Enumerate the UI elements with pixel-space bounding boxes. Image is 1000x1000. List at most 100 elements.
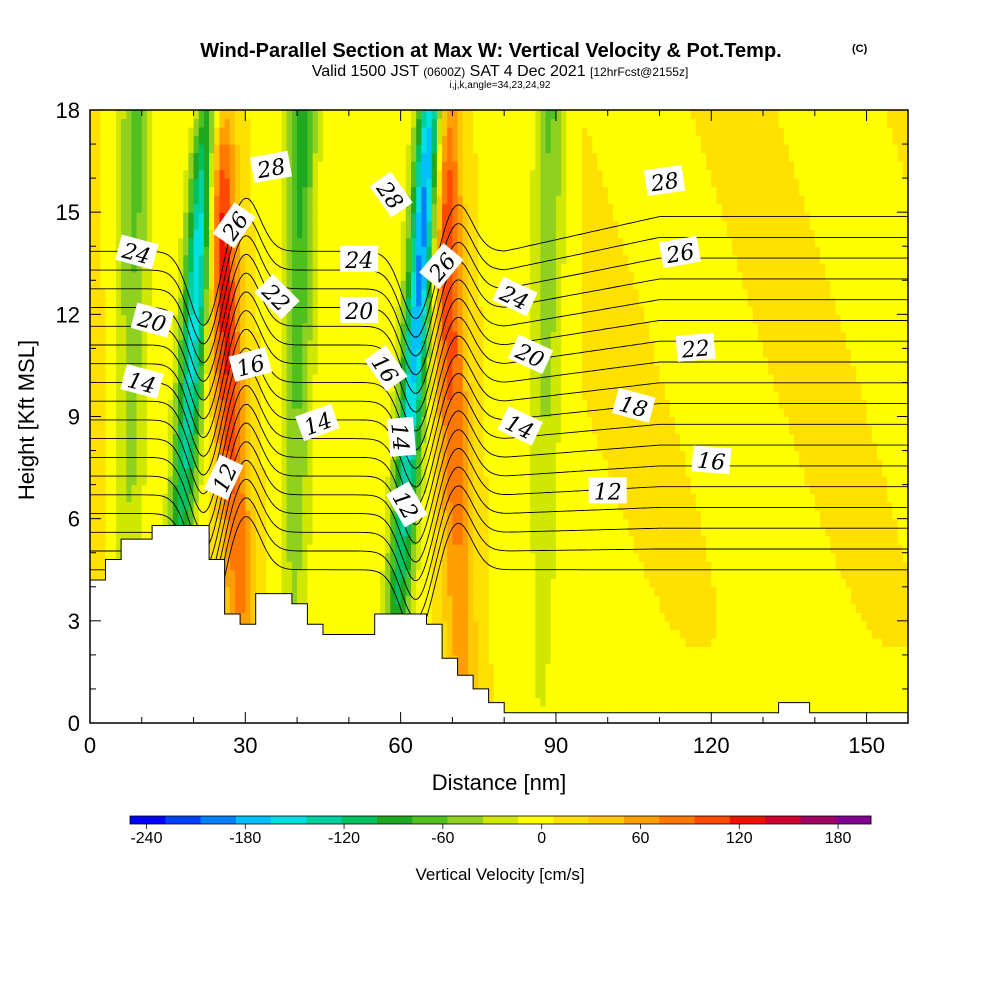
velocity-cell [364, 476, 371, 486]
velocity-cell [105, 314, 112, 324]
velocity-cell [302, 382, 309, 392]
velocity-cell [328, 501, 334, 511]
velocity-cell [224, 263, 231, 273]
velocity-cell [286, 544, 293, 554]
velocity-cell [400, 356, 407, 367]
velocity-cell [426, 237, 433, 247]
velocity-cell [286, 280, 293, 290]
velocity-cell [343, 144, 350, 154]
velocity-cell [338, 433, 345, 443]
velocity-cell [255, 450, 262, 460]
velocity-cell [141, 356, 148, 367]
velocity-cell [141, 195, 148, 205]
velocity-cell [234, 322, 241, 332]
velocity-cell [198, 373, 205, 384]
velocity-cell [255, 552, 262, 562]
velocity-cell [426, 144, 433, 154]
velocity-cell [214, 407, 221, 418]
velocity-cell [354, 518, 360, 528]
velocity-cell [322, 178, 329, 188]
velocity-cell [436, 433, 443, 443]
velocity-cell [400, 390, 407, 401]
velocity-cell [198, 263, 205, 273]
velocity-cell [126, 212, 133, 222]
velocity-cell [219, 152, 226, 162]
velocity-cell [209, 518, 215, 528]
velocity-cell [172, 322, 179, 332]
velocity-cell [400, 110, 407, 120]
velocity-cell [343, 501, 350, 511]
velocity-cell [121, 493, 127, 503]
velocity-cell [178, 186, 184, 196]
velocity-cell [193, 467, 200, 477]
velocity-cell [359, 620, 365, 630]
velocity-cell [229, 493, 236, 503]
velocity-cell [421, 178, 428, 188]
velocity-cell [426, 297, 433, 307]
velocity-cell [198, 331, 205, 341]
velocity-cell [229, 186, 236, 196]
velocity-cell [291, 552, 298, 562]
velocity-cell [348, 271, 355, 281]
velocity-cell [405, 186, 412, 196]
velocity-cell [359, 425, 365, 435]
velocity-cell [131, 288, 138, 298]
velocity-cell [209, 322, 215, 332]
velocity-cell [100, 416, 107, 426]
velocity-cell [240, 595, 246, 605]
velocity-cell [167, 493, 174, 503]
velocity-cell [431, 161, 438, 171]
velocity-cell [250, 373, 257, 384]
velocity-cell [234, 450, 241, 460]
velocity-cell [178, 288, 184, 298]
velocity-cell [374, 425, 381, 435]
velocity-cell [421, 578, 428, 588]
velocity-cell [385, 297, 391, 307]
velocity-cell [167, 476, 174, 486]
velocity-cell [276, 569, 283, 579]
velocity-cell [421, 161, 428, 171]
velocity-cell [405, 280, 412, 290]
velocity-cell [219, 161, 226, 171]
velocity-cell [229, 110, 236, 120]
velocity-cell [183, 220, 189, 230]
velocity-cell [343, 518, 350, 528]
velocity-cell [291, 127, 298, 137]
velocity-cell [110, 280, 117, 290]
velocity-cell [193, 271, 200, 281]
velocity-cell [110, 450, 117, 460]
velocity-cell [90, 552, 96, 562]
valid-time: Valid 1500 JST (0600Z) SAT 4 Dec 2021 [1… [312, 63, 689, 80]
velocity-cell [333, 390, 340, 401]
velocity-cell [395, 152, 402, 162]
velocity-cell [328, 518, 334, 528]
velocity-cell [317, 450, 324, 460]
velocity-cell [416, 552, 422, 562]
velocity-cell [214, 501, 221, 511]
velocity-cell [338, 280, 345, 290]
velocity-cell [297, 578, 303, 588]
velocity-cell [379, 305, 386, 315]
velocity-cell [343, 620, 350, 630]
velocity-cell [95, 416, 101, 426]
velocity-cell [121, 527, 127, 537]
velocity-cell [266, 578, 272, 588]
velocity-cell [390, 229, 397, 239]
velocity-cell [291, 382, 298, 392]
velocity-cell [157, 254, 164, 264]
velocity-cell [302, 339, 309, 349]
velocity-cell [302, 510, 309, 520]
velocity-cell [178, 365, 184, 375]
velocity-cell [271, 433, 277, 443]
velocity-cell [302, 484, 309, 494]
velocity-cell [90, 169, 96, 179]
velocity-cell [234, 586, 241, 596]
velocity-cell [146, 110, 153, 120]
velocity-cell [379, 407, 386, 418]
velocity-cell [307, 356, 314, 367]
velocity-cell [359, 271, 365, 281]
velocity-cell [260, 246, 267, 256]
velocity-cell [178, 501, 184, 511]
velocity-cell [255, 212, 262, 222]
velocity-cell [426, 501, 433, 511]
